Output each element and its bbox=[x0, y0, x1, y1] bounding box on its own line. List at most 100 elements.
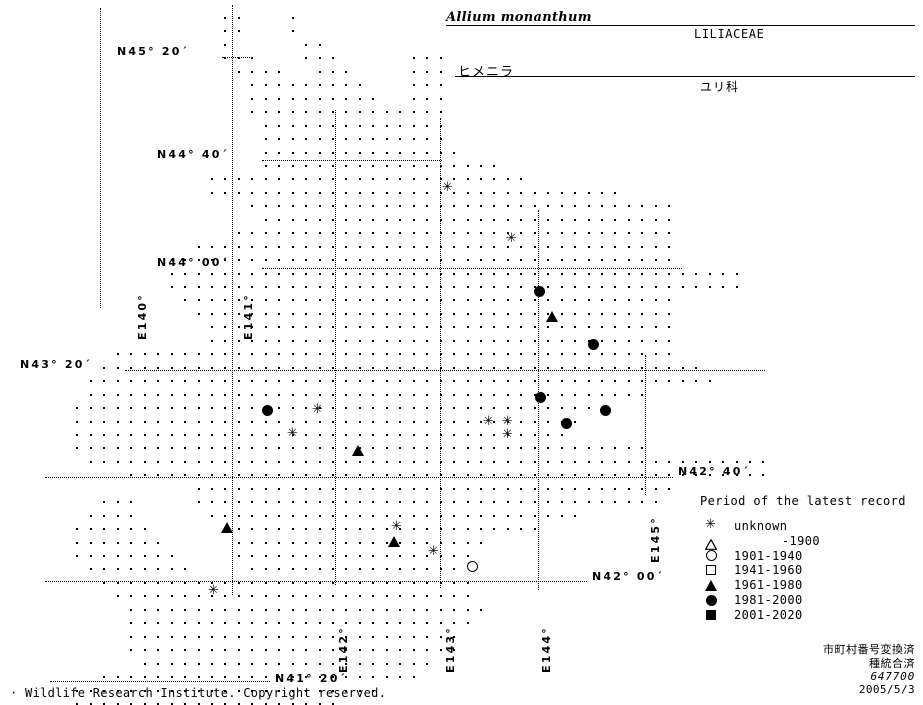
mesh-dot bbox=[211, 609, 213, 611]
mesh-dot bbox=[251, 353, 253, 355]
mesh-dot bbox=[251, 299, 253, 301]
mesh-dot bbox=[278, 542, 280, 544]
mesh-dot bbox=[238, 555, 240, 557]
mesh-dot bbox=[413, 474, 415, 476]
mesh-dot bbox=[345, 582, 347, 584]
mesh-dot bbox=[413, 273, 415, 275]
mesh-dot bbox=[278, 622, 280, 624]
mesh-dot bbox=[359, 690, 361, 692]
mesh-dot bbox=[399, 434, 401, 436]
mesh-dot bbox=[709, 474, 711, 476]
mesh-dot bbox=[345, 273, 347, 275]
mesh-dot bbox=[628, 340, 630, 342]
generation-date: 2005/5/3 bbox=[858, 683, 915, 696]
mesh-dot bbox=[305, 447, 307, 449]
mesh-dot bbox=[278, 515, 280, 517]
mesh-dot bbox=[292, 138, 294, 140]
mesh-dot bbox=[238, 326, 240, 328]
mesh-dot bbox=[332, 394, 334, 396]
mesh-dot bbox=[399, 421, 401, 423]
mesh-dot bbox=[332, 636, 334, 638]
mesh-dot bbox=[547, 286, 549, 288]
mesh-dot bbox=[238, 286, 240, 288]
longitude-label: E142° bbox=[337, 626, 350, 673]
mesh-dot bbox=[332, 595, 334, 597]
mesh-dot bbox=[359, 568, 361, 570]
mesh-dot bbox=[413, 259, 415, 261]
mesh-dot bbox=[292, 407, 294, 409]
mesh-dot bbox=[467, 501, 469, 503]
mesh-dot bbox=[171, 595, 173, 597]
mesh-dot bbox=[641, 219, 643, 221]
mesh-dot bbox=[574, 313, 576, 315]
record-marker-asterisk: ✳ bbox=[287, 426, 298, 441]
record-marker-asterisk: ✳ bbox=[442, 180, 453, 195]
mesh-dot bbox=[601, 246, 603, 248]
mesh-dot bbox=[453, 394, 455, 396]
mesh-dot bbox=[90, 690, 92, 692]
mesh-dot bbox=[90, 434, 92, 436]
mesh-dot bbox=[399, 609, 401, 611]
copyright-notice: · Wildlife Research Institute. Copyright… bbox=[10, 686, 387, 700]
mesh-dot bbox=[265, 192, 267, 194]
mesh-dot bbox=[440, 461, 442, 463]
mesh-dot bbox=[682, 367, 684, 369]
mesh-dot bbox=[561, 340, 563, 342]
mesh-dot bbox=[614, 380, 616, 382]
mesh-dot bbox=[305, 246, 307, 248]
mesh-dot bbox=[413, 568, 415, 570]
mesh-dot bbox=[319, 501, 321, 503]
mesh-dot bbox=[278, 205, 280, 207]
mesh-dot bbox=[359, 246, 361, 248]
mesh-dot bbox=[601, 259, 603, 261]
mesh-dot bbox=[467, 474, 469, 476]
mesh-dot bbox=[211, 353, 213, 355]
mesh-dot bbox=[157, 555, 159, 557]
mesh-dot bbox=[332, 461, 334, 463]
mesh-dot bbox=[453, 192, 455, 194]
mesh-dot bbox=[614, 461, 616, 463]
mesh-dot bbox=[426, 367, 428, 369]
mesh-dot bbox=[413, 286, 415, 288]
mesh-dot bbox=[292, 676, 294, 678]
mesh-dot bbox=[359, 501, 361, 503]
mesh-dot bbox=[224, 582, 226, 584]
mesh-dot bbox=[386, 434, 388, 436]
mesh-dot bbox=[144, 676, 146, 678]
mesh-dot bbox=[467, 582, 469, 584]
mesh-dot bbox=[319, 474, 321, 476]
mesh-dot bbox=[507, 313, 509, 315]
mesh-dot bbox=[359, 461, 361, 463]
mesh-dot bbox=[561, 219, 563, 221]
mesh-dot bbox=[211, 595, 213, 597]
mesh-dot bbox=[359, 676, 361, 678]
mesh-dot bbox=[453, 542, 455, 544]
mesh-dot bbox=[399, 649, 401, 651]
mesh-dot bbox=[345, 98, 347, 100]
mesh-dot bbox=[332, 57, 334, 59]
mesh-dot bbox=[440, 609, 442, 611]
mesh-dot bbox=[480, 286, 482, 288]
mesh-dot bbox=[224, 394, 226, 396]
mesh-dot bbox=[453, 434, 455, 436]
mesh-dot bbox=[614, 286, 616, 288]
latitude-label: N44° 00´ bbox=[157, 256, 230, 269]
mesh-dot bbox=[359, 515, 361, 517]
mesh-dot bbox=[292, 192, 294, 194]
mesh-dot bbox=[655, 488, 657, 490]
mesh-dot bbox=[171, 421, 173, 423]
mesh-dot bbox=[305, 44, 307, 46]
mesh-dot bbox=[480, 205, 482, 207]
mesh-dot bbox=[144, 595, 146, 597]
mesh-dot bbox=[426, 582, 428, 584]
mesh-dot bbox=[628, 299, 630, 301]
mesh-dot bbox=[332, 582, 334, 584]
mesh-dot bbox=[211, 286, 213, 288]
mesh-dot bbox=[251, 676, 253, 678]
mesh-dot bbox=[211, 299, 213, 301]
mesh-dot bbox=[130, 528, 132, 530]
mesh-dot bbox=[359, 380, 361, 382]
mesh-dot bbox=[278, 71, 280, 73]
mesh-dot bbox=[345, 461, 347, 463]
mesh-dot bbox=[265, 367, 267, 369]
